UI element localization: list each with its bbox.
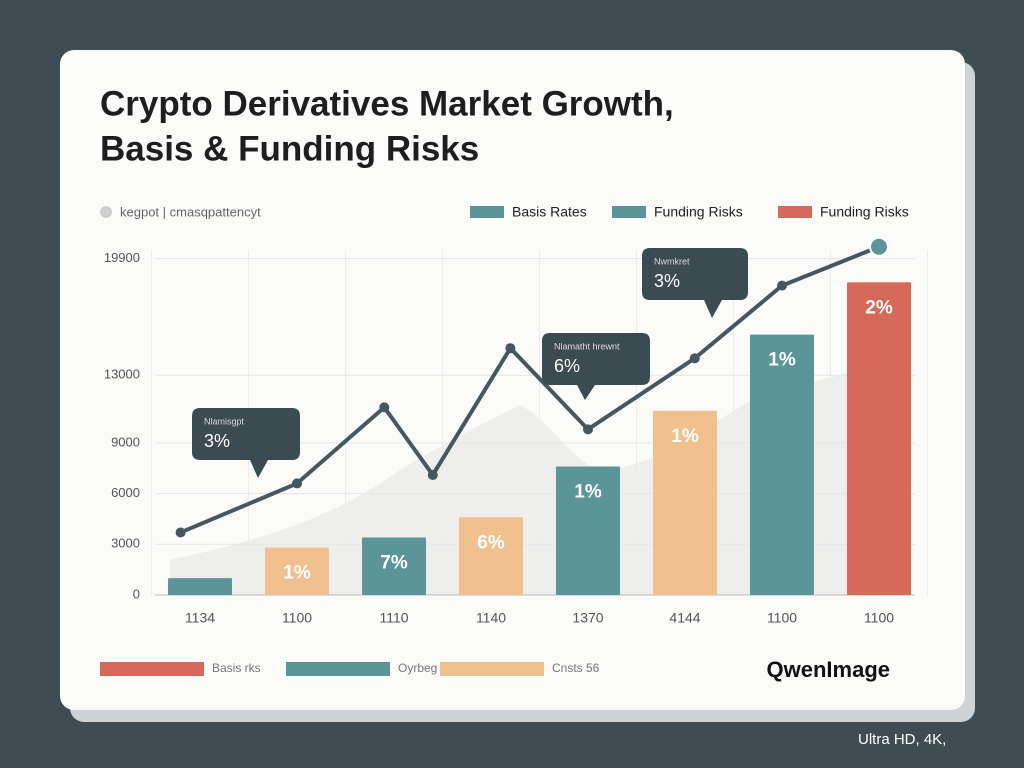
- bar-value-label: 7%: [380, 553, 408, 574]
- x-tick-label: 1100: [864, 610, 894, 626]
- bar: [168, 578, 232, 595]
- annotation-text: 3%: [204, 431, 230, 451]
- line-point: [869, 236, 889, 257]
- annotation-label: Nlamisgpt: [204, 416, 245, 426]
- annotation-text: 6%: [554, 356, 580, 376]
- line-point: [583, 424, 593, 435]
- caption: Ultra HD, 4K,: [858, 731, 946, 748]
- annotation-bubble: [642, 248, 748, 318]
- bottom-legend-label: Cnsts 56: [552, 661, 600, 675]
- y-tick-label: 9000: [111, 434, 140, 449]
- legend-swatch: [778, 206, 812, 218]
- bar-value-label: 1%: [768, 350, 796, 371]
- bar: [750, 334, 814, 595]
- line-point: [175, 527, 186, 538]
- bar-value-label: 1%: [283, 563, 311, 584]
- bar: [556, 466, 620, 595]
- annotation-text: 3%: [654, 271, 680, 291]
- bar-value-label: 2%: [865, 297, 893, 318]
- line-point: [427, 469, 438, 480]
- bottom-legend-label: Oyrbeg: [398, 661, 437, 675]
- bar-value-label: 6%: [477, 532, 505, 553]
- bottom-legend-label: Basis rks: [212, 661, 261, 675]
- bar: [847, 282, 911, 595]
- bar-value-label: 1%: [574, 482, 602, 503]
- x-tick-label: 1134: [185, 610, 215, 626]
- legend-label: Funding Risks: [654, 204, 743, 220]
- annotation: Nwmkret 3%: [642, 248, 748, 318]
- x-tick-label: 1110: [379, 610, 408, 626]
- bottom-legend-swatch: [286, 662, 390, 676]
- y-tick-label: 13000: [104, 367, 140, 382]
- bar: [653, 410, 717, 595]
- bar: [265, 547, 329, 595]
- annotation-bubble: [192, 408, 300, 478]
- y-tick-label: 19900: [104, 250, 140, 265]
- line-point: [777, 280, 787, 291]
- bar-value-label: 1%: [671, 426, 699, 447]
- annotation-bubble: [542, 333, 650, 400]
- subtitle: kegpot | cmasqpattencyt: [120, 204, 261, 219]
- annotation: Nlamisgpt 3%: [192, 408, 300, 478]
- annotation: Nlamatht hrewnt 6%: [542, 333, 650, 400]
- y-tick-label: 6000: [111, 485, 140, 500]
- x-tick-label: 1140: [476, 610, 506, 626]
- background-area: [170, 360, 900, 595]
- legend-label: Basis Rates: [512, 204, 587, 220]
- bar: [459, 517, 523, 595]
- y-tick-label: 0: [133, 586, 140, 601]
- line-point: [379, 402, 390, 413]
- bottom-legend-swatch: [440, 662, 544, 676]
- annotation-label: Nlamatht hrewnt: [554, 341, 620, 351]
- line-point: [505, 343, 516, 354]
- chart-title: Crypto Derivatives Market Growth,: [100, 84, 674, 123]
- legend-swatch: [612, 206, 646, 218]
- subtitle-dot: [100, 206, 112, 218]
- line-point: [292, 478, 302, 489]
- x-tick-label: 1370: [572, 610, 603, 626]
- x-tick-label: 1100: [282, 610, 312, 626]
- bottom-legend-swatch: [100, 662, 204, 676]
- annotation-label: Nwmkret: [654, 256, 690, 266]
- x-tick-label: 4144: [669, 610, 700, 626]
- legend-swatch: [470, 206, 504, 218]
- bar: [362, 537, 426, 595]
- line-point: [689, 353, 700, 364]
- watermark: QwenImage: [767, 657, 890, 682]
- legend-label: Funding Risks: [820, 204, 909, 220]
- y-tick-label: 3000: [111, 536, 140, 551]
- chart-title: Basis & Funding Risks: [100, 129, 479, 168]
- x-tick-label: 1100: [767, 610, 797, 626]
